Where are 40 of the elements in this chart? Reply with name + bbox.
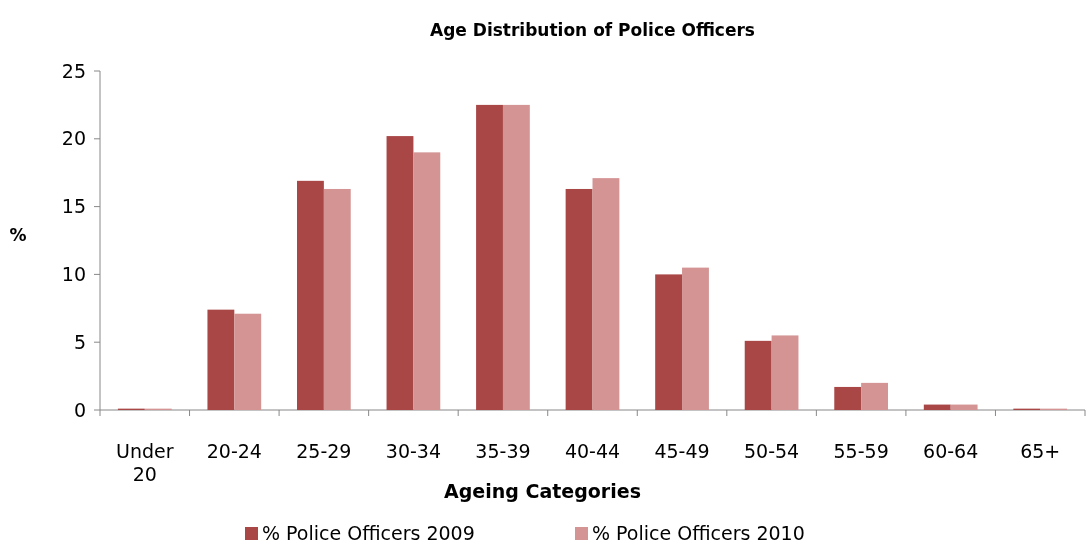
x-tick-label: 40-44 (564, 440, 621, 462)
x-tick-label: 25-29 (296, 440, 352, 462)
x-tick-label: 35-39 (475, 440, 531, 462)
bar (744, 340, 772, 410)
bar (323, 188, 351, 410)
bar (682, 267, 709, 410)
legend-label: % Police Officers 2010 (592, 522, 805, 544)
bar (923, 404, 951, 410)
legend-label: % Police Officers 2009 (262, 522, 475, 544)
bar (234, 313, 262, 410)
bar (386, 136, 414, 410)
chart-title: Age Distribution of Police Officers (430, 20, 755, 40)
y-tick-label: 25 (61, 59, 86, 82)
y-tick-label: 10 (61, 263, 86, 286)
y-tick-label: 5 (73, 330, 86, 353)
bar (950, 404, 978, 410)
bar (502, 104, 530, 410)
y-axis-title: % (9, 224, 27, 245)
x-axis-title: Ageing Categories (444, 480, 641, 502)
x-tick-label: 20-24 (206, 440, 262, 462)
bar (834, 386, 862, 410)
bar (207, 309, 235, 410)
y-tick-label: 15 (61, 195, 86, 218)
bar (655, 274, 683, 410)
bar (413, 152, 441, 410)
y-tick-label: 0 (73, 398, 86, 421)
bar (592, 178, 620, 410)
bar (861, 382, 888, 410)
bar (476, 104, 503, 410)
x-tick-label: 45-49 (654, 440, 710, 462)
x-tick-label: 55-59 (833, 440, 889, 462)
x-tick-label: 60-64 (923, 440, 979, 462)
bar (297, 180, 324, 410)
x-tick-label: 30-34 (385, 440, 442, 462)
x-tick-label: Under 20 (116, 440, 174, 485)
bar (565, 188, 593, 410)
x-tick-label: 50-54 (743, 440, 800, 462)
x-tick-label: 65+ (1020, 440, 1061, 462)
bar (771, 335, 799, 410)
y-tick-label: 20 (61, 127, 86, 150)
